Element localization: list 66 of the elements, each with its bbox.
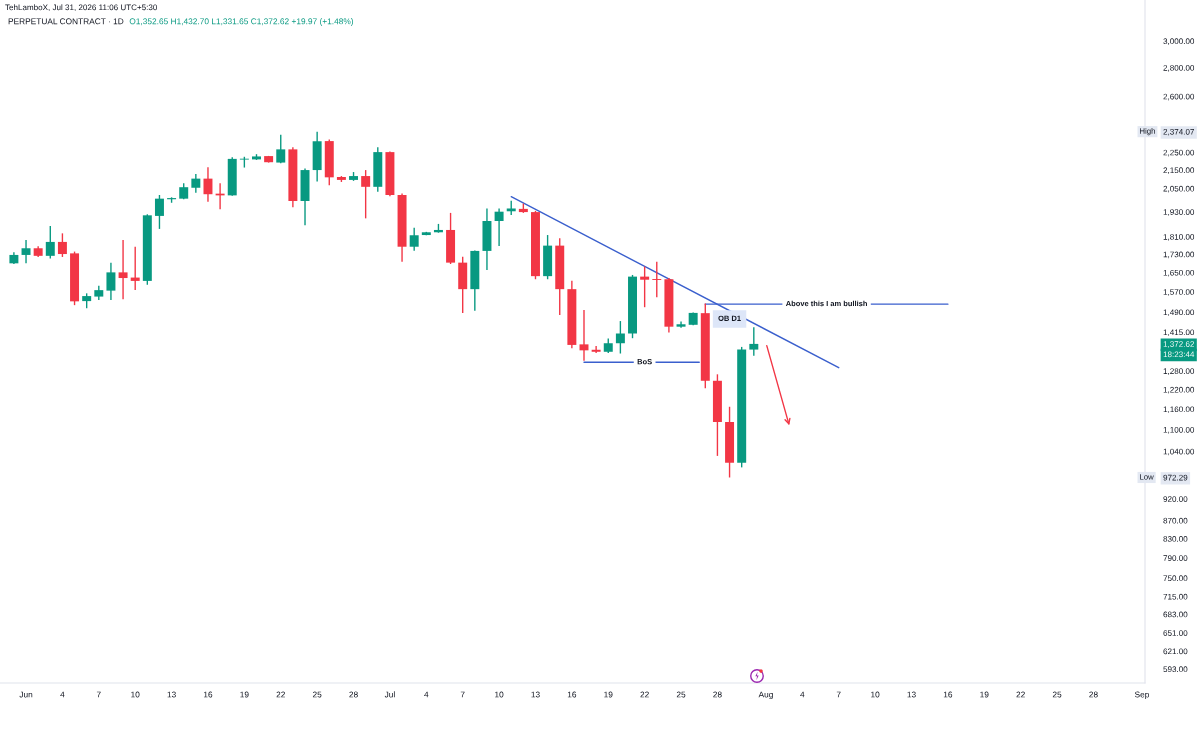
- x-tick-label: 28: [349, 691, 358, 698]
- x-tick-label: 13: [167, 691, 176, 698]
- y-tick-label: 1,490.00: [1163, 309, 1195, 317]
- y-tick-label: 870.00: [1163, 517, 1188, 524]
- annotation: TehLamboX, Jul 31, 2026 11:06 UTC+5:30: [5, 4, 158, 12]
- x-tick-label: 19: [980, 691, 989, 698]
- y-tick-label: 1,810.00: [1163, 234, 1195, 241]
- y-tick-label: 1,160.00: [1163, 406, 1195, 414]
- x-tick-label: 16: [203, 691, 213, 698]
- x-tick-label: 16: [943, 691, 953, 698]
- x-tick-label: 10: [131, 691, 140, 698]
- y-tick-label: 920.00: [1163, 496, 1188, 502]
- y-tick-label: 2,600.00: [1163, 93, 1195, 101]
- y-tick-label: 972.29: [1163, 474, 1188, 481]
- x-tick-label: 19: [604, 691, 613, 698]
- y-tick-label: 715.00: [1163, 593, 1188, 600]
- x-tick-label: 25: [312, 691, 322, 698]
- y-tick-label: 683.00: [1163, 611, 1188, 618]
- x-tick-label: 25: [676, 691, 686, 698]
- y-tick-label: 2,250.00: [1163, 149, 1195, 157]
- x-tick-label: 28: [713, 691, 722, 698]
- y-tick-label: 3,000.00: [1163, 38, 1195, 45]
- x-tick-label: 16: [567, 691, 577, 698]
- x-tick-label: 28: [1089, 691, 1098, 698]
- x-tick-label: 4: [60, 691, 65, 698]
- x-tick-label: 22: [276, 691, 285, 698]
- x-tick-label: Sep: [1134, 691, 1150, 700]
- x-tick-label: 7: [96, 691, 101, 698]
- y-tick-label: 2,800.00: [1163, 65, 1195, 72]
- x-tick-label: 25: [1052, 691, 1062, 698]
- x-tick-label: Aug: [758, 691, 773, 700]
- y-tick-label: 1,280.00: [1163, 368, 1195, 375]
- x-tick-label: 7: [836, 691, 841, 698]
- x-tick-label: 10: [871, 691, 880, 698]
- x-tick-label: 22: [640, 691, 649, 698]
- text: 18:23:44: [1163, 351, 1195, 358]
- y-tick-label: 651.00: [1163, 630, 1188, 636]
- y-tick-label: 2,374.07: [1163, 128, 1195, 136]
- text: O1,352.65 H1,432.70 L1,331.65 C1,372.62 +19.97 (+1.48%): [129, 18, 354, 26]
- x-tick-label: 4: [800, 691, 805, 698]
- y-tick-label: 2,050.00: [1163, 185, 1195, 193]
- x-tick-label: 10: [495, 691, 504, 698]
- y-tick-label: 830.00: [1163, 536, 1188, 542]
- y-tick-label: 1,650.00: [1163, 269, 1195, 277]
- y-tick-label: 621.00: [1163, 648, 1188, 655]
- x-tick-label: 19: [240, 691, 249, 698]
- x-tick-label: 4: [424, 691, 429, 698]
- y-tick-label: 2,150.00: [1163, 167, 1195, 175]
- x-tick-label: 13: [907, 691, 916, 698]
- y-tick-label: 1,415.00: [1163, 329, 1195, 337]
- y-tick-label: 1,100.00: [1163, 426, 1195, 434]
- y-tick-label: 1,930.00: [1163, 209, 1195, 216]
- y-tick-label: 1,040.00: [1163, 448, 1195, 456]
- x-tick-label: Jul: [384, 691, 395, 698]
- x-tick-label: 22: [1016, 691, 1025, 698]
- y-tick-label: 750.00: [1163, 575, 1188, 582]
- x-tick-label: 7: [460, 691, 465, 698]
- y-tick-label: 1,372.62: [1163, 341, 1195, 348]
- x-tick-label: 13: [531, 691, 540, 698]
- y-tick-label: 1,220.00: [1163, 386, 1195, 394]
- y-tick-label: 1,730.00: [1163, 251, 1195, 259]
- y-tick-label: 1,570.00: [1163, 289, 1195, 296]
- x-tick-label: Jun: [19, 691, 33, 698]
- y-tick-label: 593.00: [1163, 666, 1188, 673]
- y-tick-label: 790.00: [1163, 555, 1188, 561]
- text: PERPETUAL CONTRACT · 1D: [8, 18, 124, 25]
